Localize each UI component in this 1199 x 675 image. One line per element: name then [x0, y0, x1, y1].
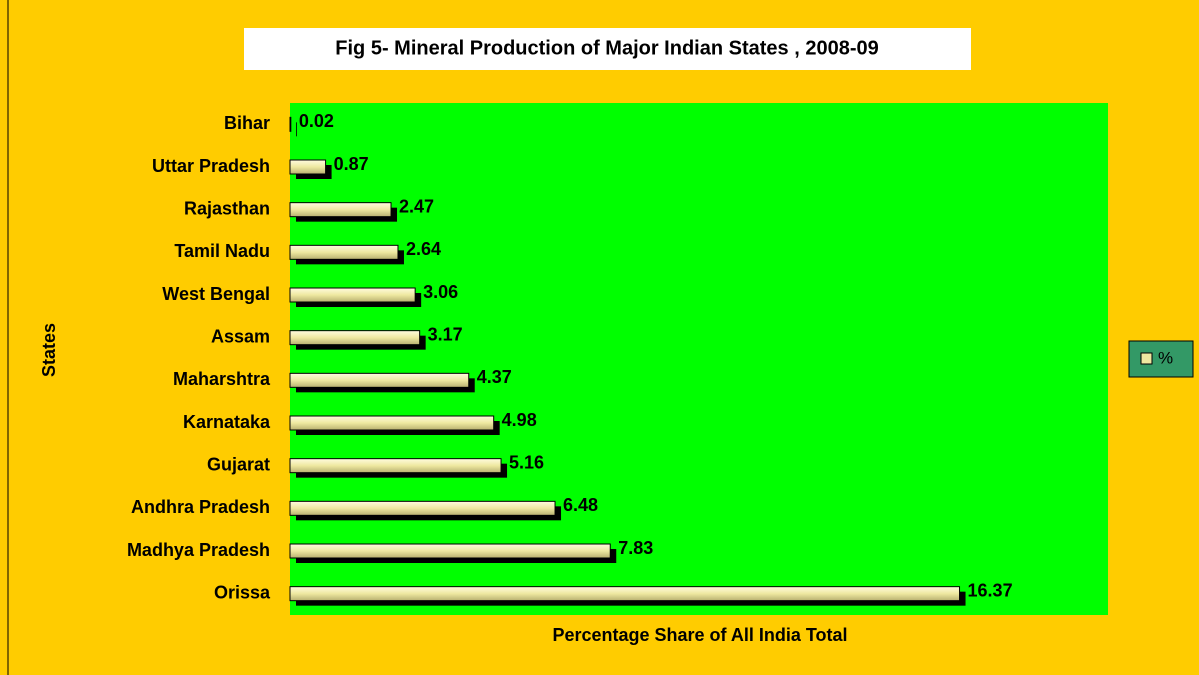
legend-box: [1128, 340, 1194, 378]
y-tick-label: Andhra Pradesh: [131, 497, 270, 517]
legend-swatch: [1140, 352, 1153, 365]
data-label: 0.87: [334, 154, 369, 174]
bar: [289, 202, 392, 218]
plot-area: [290, 103, 1108, 615]
data-label: 0.02: [299, 111, 334, 131]
y-tick-label: Uttar Pradesh: [152, 156, 270, 176]
y-axis-label: States: [39, 323, 59, 377]
data-label: 6.48: [563, 495, 598, 515]
data-label: 4.37: [477, 367, 512, 387]
y-tick-label: Karnataka: [183, 412, 271, 432]
y-tick-label: Gujarat: [207, 454, 270, 474]
data-label: 3.06: [423, 282, 458, 302]
bar: [289, 500, 556, 516]
data-label: 4.98: [502, 410, 537, 430]
data-label: 7.83: [618, 538, 653, 558]
bar: [289, 543, 611, 559]
data-label: 2.64: [406, 239, 441, 259]
bar: [289, 287, 416, 303]
bar: [289, 330, 421, 346]
y-tick-label: Madhya Pradesh: [127, 540, 270, 560]
bar: [289, 159, 327, 175]
bar: [289, 458, 502, 474]
bar-shadow: [296, 122, 297, 137]
y-tick-label: Rajasthan: [184, 198, 270, 218]
y-tick-label: West Bengal: [162, 284, 270, 304]
bar: [289, 244, 399, 260]
bar: [289, 586, 961, 602]
data-label: 5.16: [509, 452, 544, 472]
data-label: 3.17: [428, 324, 463, 344]
chart-title: Fig 5- Mineral Production of Major India…: [335, 37, 878, 59]
bar: [289, 415, 495, 431]
y-tick-label: Maharshtra: [173, 369, 271, 389]
y-tick-label: Assam: [211, 326, 270, 346]
title-box: [244, 28, 971, 70]
y-tick-label: Orissa: [214, 582, 271, 602]
bar: [289, 116, 292, 132]
data-label: 16.37: [968, 580, 1013, 600]
data-label: 2.47: [399, 196, 434, 216]
y-tick-label: Tamil Nadu: [174, 241, 270, 261]
legend-label: %: [1158, 348, 1173, 367]
bar: [289, 372, 470, 388]
y-tick-label: Bihar: [224, 113, 270, 133]
x-axis-label: Percentage Share of All India Total: [552, 625, 847, 645]
